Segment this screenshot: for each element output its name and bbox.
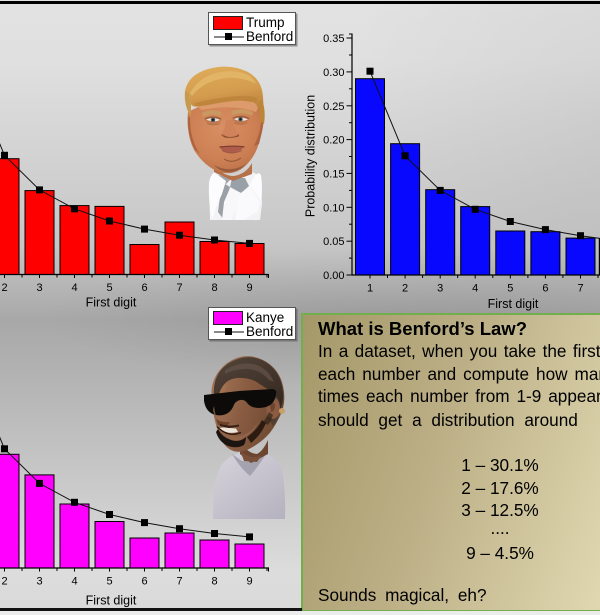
- svg-text:5: 5: [106, 282, 112, 294]
- svg-text:1: 1: [367, 283, 373, 295]
- svg-text:First digit: First digit: [488, 297, 539, 311]
- svg-text:9: 9: [246, 282, 252, 294]
- svg-text:7: 7: [176, 576, 182, 588]
- svg-text:0.00: 0.00: [323, 270, 344, 282]
- svg-text:First digit: First digit: [86, 296, 137, 310]
- svg-text:0.15: 0.15: [323, 168, 344, 180]
- svg-text:5: 5: [507, 283, 513, 295]
- svg-text:2: 2: [1, 576, 7, 588]
- svg-text:0.20: 0.20: [323, 135, 344, 147]
- svg-text:2: 2: [1, 282, 7, 294]
- svg-text:3: 3: [437, 283, 443, 295]
- svg-text:0.05: 0.05: [323, 236, 344, 248]
- svg-text:6: 6: [542, 283, 548, 295]
- svg-text:5: 5: [106, 576, 112, 588]
- svg-text:2: 2: [402, 283, 408, 295]
- svg-text:6: 6: [141, 282, 147, 294]
- svg-text:0.35: 0.35: [323, 33, 344, 45]
- svg-text:4: 4: [472, 283, 478, 295]
- svg-text:6: 6: [141, 576, 147, 588]
- svg-text:0.30: 0.30: [323, 67, 344, 79]
- svg-text:Probability distribution: Probability distribution: [304, 95, 318, 217]
- svg-text:9: 9: [246, 576, 252, 588]
- svg-text:7: 7: [176, 282, 182, 294]
- svg-text:0.25: 0.25: [323, 101, 344, 113]
- svg-text:7: 7: [577, 283, 583, 295]
- svg-text:4: 4: [71, 282, 77, 294]
- svg-text:4: 4: [71, 576, 77, 588]
- svg-text:3: 3: [36, 576, 42, 588]
- svg-text:First digit: First digit: [86, 594, 137, 608]
- svg-text:0.10: 0.10: [323, 202, 344, 214]
- svg-text:8: 8: [211, 576, 217, 588]
- svg-text:8: 8: [211, 282, 217, 294]
- svg-text:3: 3: [36, 282, 42, 294]
